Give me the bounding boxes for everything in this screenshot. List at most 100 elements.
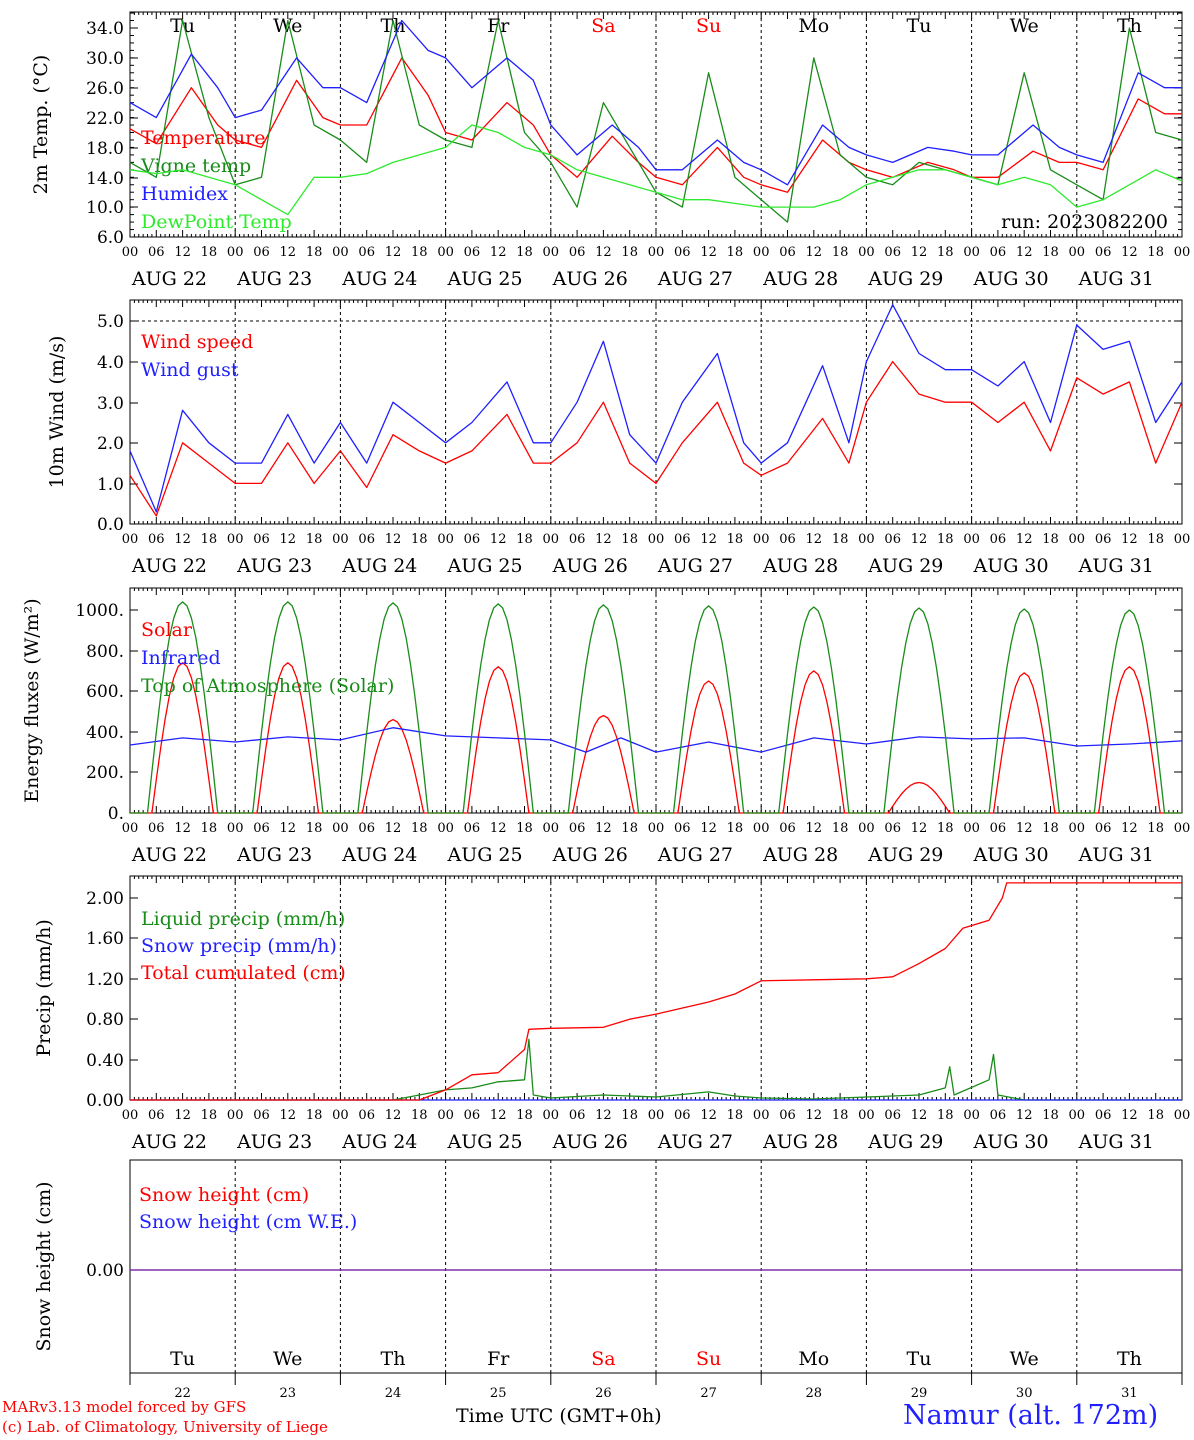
- x-date-label: AUG 25: [446, 844, 522, 866]
- x-hour-label: 12: [911, 1108, 928, 1123]
- x-hour-label: 00: [753, 821, 770, 836]
- x-hour-label: 12: [280, 1108, 297, 1123]
- x-hour-label: 00: [963, 1108, 980, 1123]
- x-hour-label: 12: [174, 532, 191, 547]
- y-tick-label: 34.0: [86, 19, 124, 39]
- x-hour-label: 00: [122, 1108, 139, 1123]
- x-date-label: AUG 27: [657, 844, 733, 866]
- x-hour-label: 06: [779, 821, 796, 836]
- y-tick-label: 6.0: [97, 228, 124, 248]
- legend-entry: Temperature: [141, 127, 265, 149]
- x-date-label: AUG 23: [236, 844, 312, 866]
- x-hour-label: 06: [990, 245, 1007, 260]
- x-hour-label: 00: [122, 821, 139, 836]
- x-hour-label: 06: [674, 821, 691, 836]
- y-tick-label: 1.20: [86, 970, 124, 990]
- x-hour-label: 12: [490, 1108, 507, 1123]
- x-hour-label: 18: [201, 532, 218, 547]
- x-hour-label: 12: [174, 245, 191, 260]
- legend-entry: Wind speed: [141, 331, 253, 353]
- x-date-label: AUG 26: [552, 555, 628, 577]
- y-tick-label: 400.: [86, 723, 124, 743]
- x-date-label: AUG 27: [657, 1131, 733, 1153]
- x-hour-label: 06: [464, 245, 481, 260]
- x-date-label: AUG 22: [131, 1131, 207, 1153]
- y-axis-title: 10m Wind (m/s): [46, 336, 68, 489]
- y-axis-title: Energy fluxes (W/m²): [21, 598, 43, 802]
- series-line-dewpoint-temp: [129, 124, 1183, 216]
- x-date-label: AUG 30: [972, 555, 1048, 577]
- x-hour-label: 00: [1069, 821, 1086, 836]
- x-hour-label: 12: [1016, 821, 1033, 836]
- series-line-liquid-precip-mm-h-: [130, 1038, 1182, 1101]
- x-date-label: AUG 24: [341, 1131, 417, 1153]
- x-date-label: AUG 23: [236, 1131, 312, 1153]
- y-axis-title: Snow height (cm): [33, 1181, 55, 1351]
- legend-entry: Infrared: [141, 647, 221, 669]
- x-hour-label: 06: [358, 532, 375, 547]
- day-name-label: Th: [381, 1348, 406, 1370]
- x-hour-label: 00: [543, 245, 560, 260]
- y-axis-title: 2m Temp. (°C): [30, 55, 52, 195]
- x-hour-label: 18: [1042, 532, 1059, 547]
- x-hour-label: 06: [464, 532, 481, 547]
- day-name-label: Sa: [591, 15, 615, 37]
- x-hour-label: 00: [437, 1108, 454, 1123]
- x-hour-label: 06: [358, 821, 375, 836]
- x-hour-label: 12: [595, 1108, 612, 1123]
- x-hour-label: 00: [437, 532, 454, 547]
- x-hour-label: 06: [148, 1108, 165, 1123]
- x-hour-label: 12: [490, 821, 507, 836]
- x-hour-label: 12: [806, 1108, 823, 1123]
- x-hour-label: 06: [1095, 245, 1112, 260]
- y-tick-label: 200.: [86, 763, 124, 783]
- legend-entry: Total cumulated (cm): [141, 962, 346, 984]
- x-hour-label: 12: [280, 245, 297, 260]
- x-hour-label: 06: [1095, 1108, 1112, 1123]
- y-tick-label: 0.80: [86, 1010, 124, 1030]
- x-hour-label: 00: [437, 245, 454, 260]
- x-hour-label: 06: [253, 821, 270, 836]
- day-name-label: Tu: [170, 15, 195, 37]
- x-hour-label: 00: [1069, 1108, 1086, 1123]
- x-hour-label: 00: [1174, 1108, 1191, 1123]
- x-hour-label: 00: [437, 821, 454, 836]
- x-hour-label: 06: [779, 245, 796, 260]
- x-hour-label: 06: [253, 532, 270, 547]
- x-hour-label: 00: [1069, 532, 1086, 547]
- x-hour-label: 00: [1174, 821, 1191, 836]
- x-hour-label: 12: [1121, 532, 1138, 547]
- x-hour-label: 00: [648, 1108, 665, 1123]
- series-line-top-of-atmosphere-solar-: [130, 601, 1182, 814]
- x-hour-label: 00: [227, 1108, 244, 1123]
- x-date-label: AUG 28: [762, 555, 838, 577]
- day-name-label: Fr: [487, 15, 510, 37]
- panel-4: 2.00 1.60 1.20 0.80 0.40 0.00 Precip (mm/h) 00 0…: [33, 875, 1191, 1153]
- x-hour-label: 18: [306, 821, 323, 836]
- x-hour-label: 18: [306, 245, 323, 260]
- x-hour-label: 12: [1121, 821, 1138, 836]
- day-number-label: 26: [595, 1386, 612, 1401]
- x-hour-label: 18: [727, 245, 744, 260]
- y-tick-label: 26.0: [86, 79, 124, 99]
- panel-frame: [129, 11, 1183, 238]
- x-hour-label: 12: [1016, 245, 1033, 260]
- lab-credit: (c) Lab. of Climatology, University of L…: [2, 1418, 328, 1436]
- x-hour-label: 12: [490, 532, 507, 547]
- x-hour-label: 00: [648, 821, 665, 836]
- y-tick-label: 5.0: [97, 312, 124, 332]
- x-hour-label: 12: [806, 821, 823, 836]
- x-hour-label: 00: [963, 821, 980, 836]
- x-hour-label: 12: [280, 821, 297, 836]
- x-hour-label: 00: [227, 821, 244, 836]
- x-hour-label: 18: [937, 532, 954, 547]
- x-hour-label: 06: [358, 245, 375, 260]
- x-hour-label: 18: [516, 245, 533, 260]
- x-hour-label: 06: [569, 1108, 586, 1123]
- x-hour-label: 06: [464, 821, 481, 836]
- x-hour-label: 18: [832, 1108, 849, 1123]
- y-tick-label: 600.: [86, 682, 124, 702]
- x-hour-label: 12: [174, 1108, 191, 1123]
- time-axis-label: Time UTC (GMT+0h): [456, 1405, 662, 1427]
